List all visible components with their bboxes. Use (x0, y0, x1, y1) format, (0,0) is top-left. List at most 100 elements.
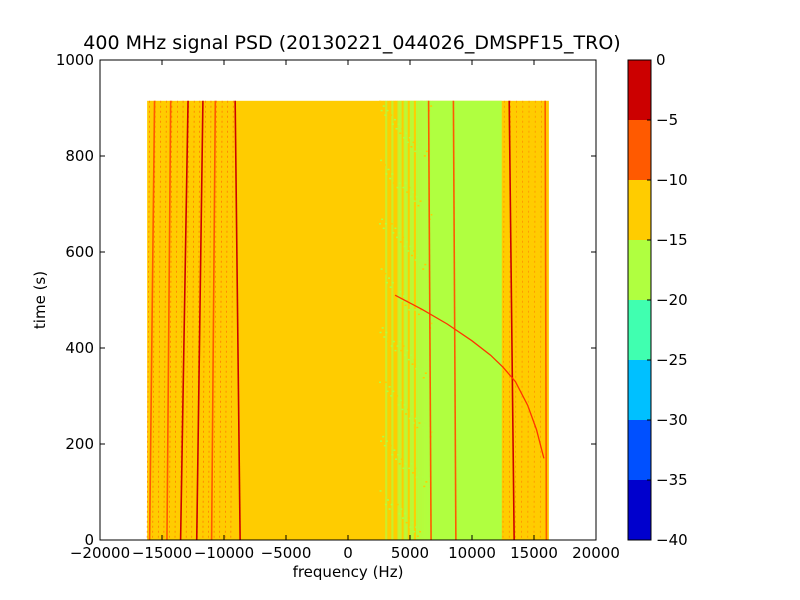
psd-speckle (388, 118, 391, 121)
colorbar-tick-label: −25 (656, 351, 688, 369)
psd-speckle (412, 422, 415, 424)
psd-speckle (381, 327, 384, 329)
psd-speckle (404, 304, 407, 307)
psd-harmonic-line (169, 100, 173, 541)
psd-speckle (414, 417, 417, 420)
colorbar-segment (628, 360, 651, 420)
psd-speckle (415, 195, 418, 198)
psd-speckle (413, 358, 416, 361)
y-axis: 0 200 400 600 800 1000 (56, 51, 596, 549)
psd-transition-column (393, 100, 396, 541)
psd-speckle (416, 254, 419, 257)
psd-speckle (396, 395, 399, 397)
psd-speckle (381, 499, 384, 501)
psd-transition-column (389, 100, 392, 541)
psd-speckle (418, 530, 421, 533)
psd-speckle (381, 168, 384, 171)
psd-speckle (384, 223, 387, 225)
psd-speckle (412, 472, 415, 474)
psd-speckle (418, 422, 421, 424)
psd-speckle (404, 354, 407, 356)
psd-speckle (379, 100, 381, 103)
chart-title: 400 MHz signal PSD (20130221_044026_DMSP… (83, 32, 620, 54)
psd-speckle (392, 390, 395, 393)
psd-speckle (401, 236, 404, 239)
psd-speckle (383, 444, 386, 447)
psd-speckle (423, 485, 426, 488)
psd-speckle (398, 232, 401, 234)
psd-region-green (432, 100, 502, 541)
psd-speckle (415, 526, 418, 528)
psd-speckle (431, 322, 434, 325)
psd-harmonic-line (191, 100, 195, 541)
psd-speckle (380, 390, 383, 393)
psd-speckle (404, 463, 407, 465)
psd-speckle (382, 277, 385, 279)
psd-speckle (385, 331, 388, 334)
psd-speckle (394, 458, 397, 460)
x-tick-label: −20000 (70, 544, 130, 562)
psd-speckle (429, 155, 432, 157)
psd-speckle (407, 358, 410, 361)
psd-speckle (386, 340, 389, 343)
psd-speckle (399, 399, 402, 402)
psd-speckle (420, 259, 423, 261)
psd-speckle (390, 223, 393, 225)
psd-speckle (406, 349, 409, 352)
psd-speckle (409, 354, 412, 356)
psd-speckle (416, 304, 419, 307)
psd-speckle (423, 155, 426, 157)
psd-speckle (426, 209, 429, 211)
psd-harmonic-line (146, 100, 150, 541)
psd-harmonic-line (202, 100, 206, 541)
psd-harmonic-line (174, 100, 178, 541)
psd-speckle (422, 426, 425, 429)
psd-speckle (426, 100, 429, 103)
psd-speckle (417, 204, 420, 207)
psd-speckle (389, 336, 392, 338)
psd-speckle (421, 476, 424, 479)
psd-speckle (386, 390, 389, 393)
spectral-line (452, 100, 457, 541)
colorbar-tick-label: 0 (656, 51, 666, 69)
y-tick-label: 600 (65, 243, 94, 261)
psd-speckle (386, 499, 389, 501)
psd-speckle (406, 141, 409, 144)
psd-speckle (420, 309, 423, 311)
psd-speckle (394, 508, 397, 510)
spectral-line (508, 100, 515, 541)
psd-speckle (430, 105, 433, 107)
y-tick-label: 0 (84, 531, 94, 549)
psd-speckle (402, 345, 405, 347)
psd-speckle (379, 490, 382, 492)
psd-harmonic-line (213, 100, 217, 541)
psd-transition-column (381, 100, 384, 541)
psd-harmonic-line (533, 100, 536, 541)
spectral-line (179, 100, 189, 541)
psd-speckle (380, 159, 383, 162)
psd-speckle (382, 386, 385, 388)
psd-harmonic-line (208, 100, 212, 541)
psd-speckle (390, 503, 393, 506)
psd-speckle (397, 453, 400, 456)
psd-speckle (400, 458, 403, 460)
psd-speckle (414, 467, 417, 470)
psd-speckle (399, 132, 402, 134)
x-tick-label: 15000 (510, 544, 558, 562)
psd-speckle (379, 381, 381, 384)
psd-harmonic-line (230, 100, 234, 541)
psd-speckle (408, 137, 411, 139)
psd-transition-column (403, 100, 407, 541)
psd-speckle (407, 250, 410, 252)
psd-speckle (406, 191, 409, 193)
psd-speckle (401, 408, 404, 411)
colorbar-segment (628, 180, 651, 240)
psd-harmonic-line (163, 100, 167, 541)
psd-speckle (394, 177, 397, 180)
psd-transition-column (405, 100, 409, 541)
psd-transition-column (391, 100, 394, 541)
psd-speckle (385, 173, 388, 175)
psd-transition-column (401, 100, 405, 541)
psd-speckle (387, 449, 390, 451)
y-axis-label: time (s) (31, 271, 49, 329)
